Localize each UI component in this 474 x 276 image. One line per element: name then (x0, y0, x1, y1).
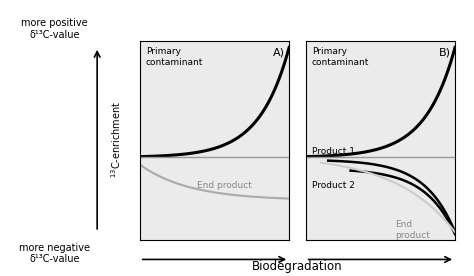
Text: $^{13}$C-enrichment: $^{13}$C-enrichment (109, 101, 123, 178)
Text: End
product: End product (395, 220, 430, 240)
Text: Product 2: Product 2 (312, 181, 355, 190)
Text: Primary
contaminant: Primary contaminant (312, 47, 369, 67)
Text: A): A) (273, 47, 285, 57)
Text: End product: End product (197, 181, 251, 190)
Text: B): B) (438, 47, 451, 57)
Text: Biodegradation: Biodegradation (252, 260, 343, 273)
Text: more negative
δ¹³C-value: more negative δ¹³C-value (19, 243, 90, 264)
Text: Product 1: Product 1 (312, 147, 355, 156)
Text: more positive
δ¹³C-value: more positive δ¹³C-value (21, 18, 88, 40)
Text: Primary
contaminant: Primary contaminant (146, 47, 203, 67)
